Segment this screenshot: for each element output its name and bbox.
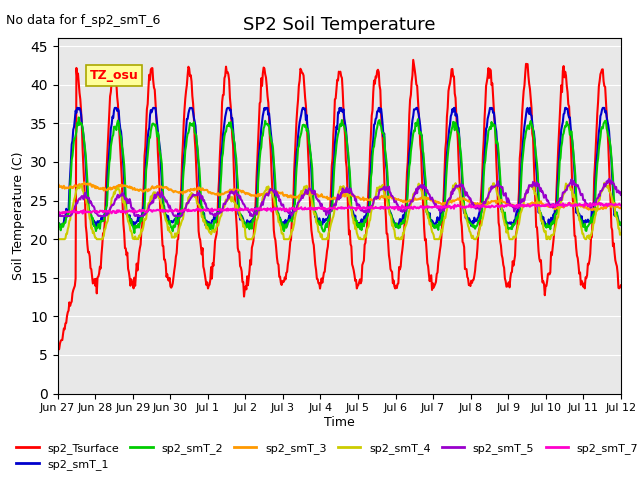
Text: No data for f_sp2_smT_6: No data for f_sp2_smT_6	[6, 14, 161, 27]
Title: SP2 Soil Temperature: SP2 Soil Temperature	[243, 16, 435, 34]
Legend: sp2_Tsurface, sp2_smT_1, sp2_smT_2, sp2_smT_3, sp2_smT_4, sp2_smT_5, sp2_smT_7: sp2_Tsurface, sp2_smT_1, sp2_smT_2, sp2_…	[12, 438, 640, 474]
X-axis label: Time: Time	[324, 416, 355, 429]
Text: TZ_osu: TZ_osu	[90, 69, 138, 82]
Y-axis label: Soil Temperature (C): Soil Temperature (C)	[12, 152, 25, 280]
